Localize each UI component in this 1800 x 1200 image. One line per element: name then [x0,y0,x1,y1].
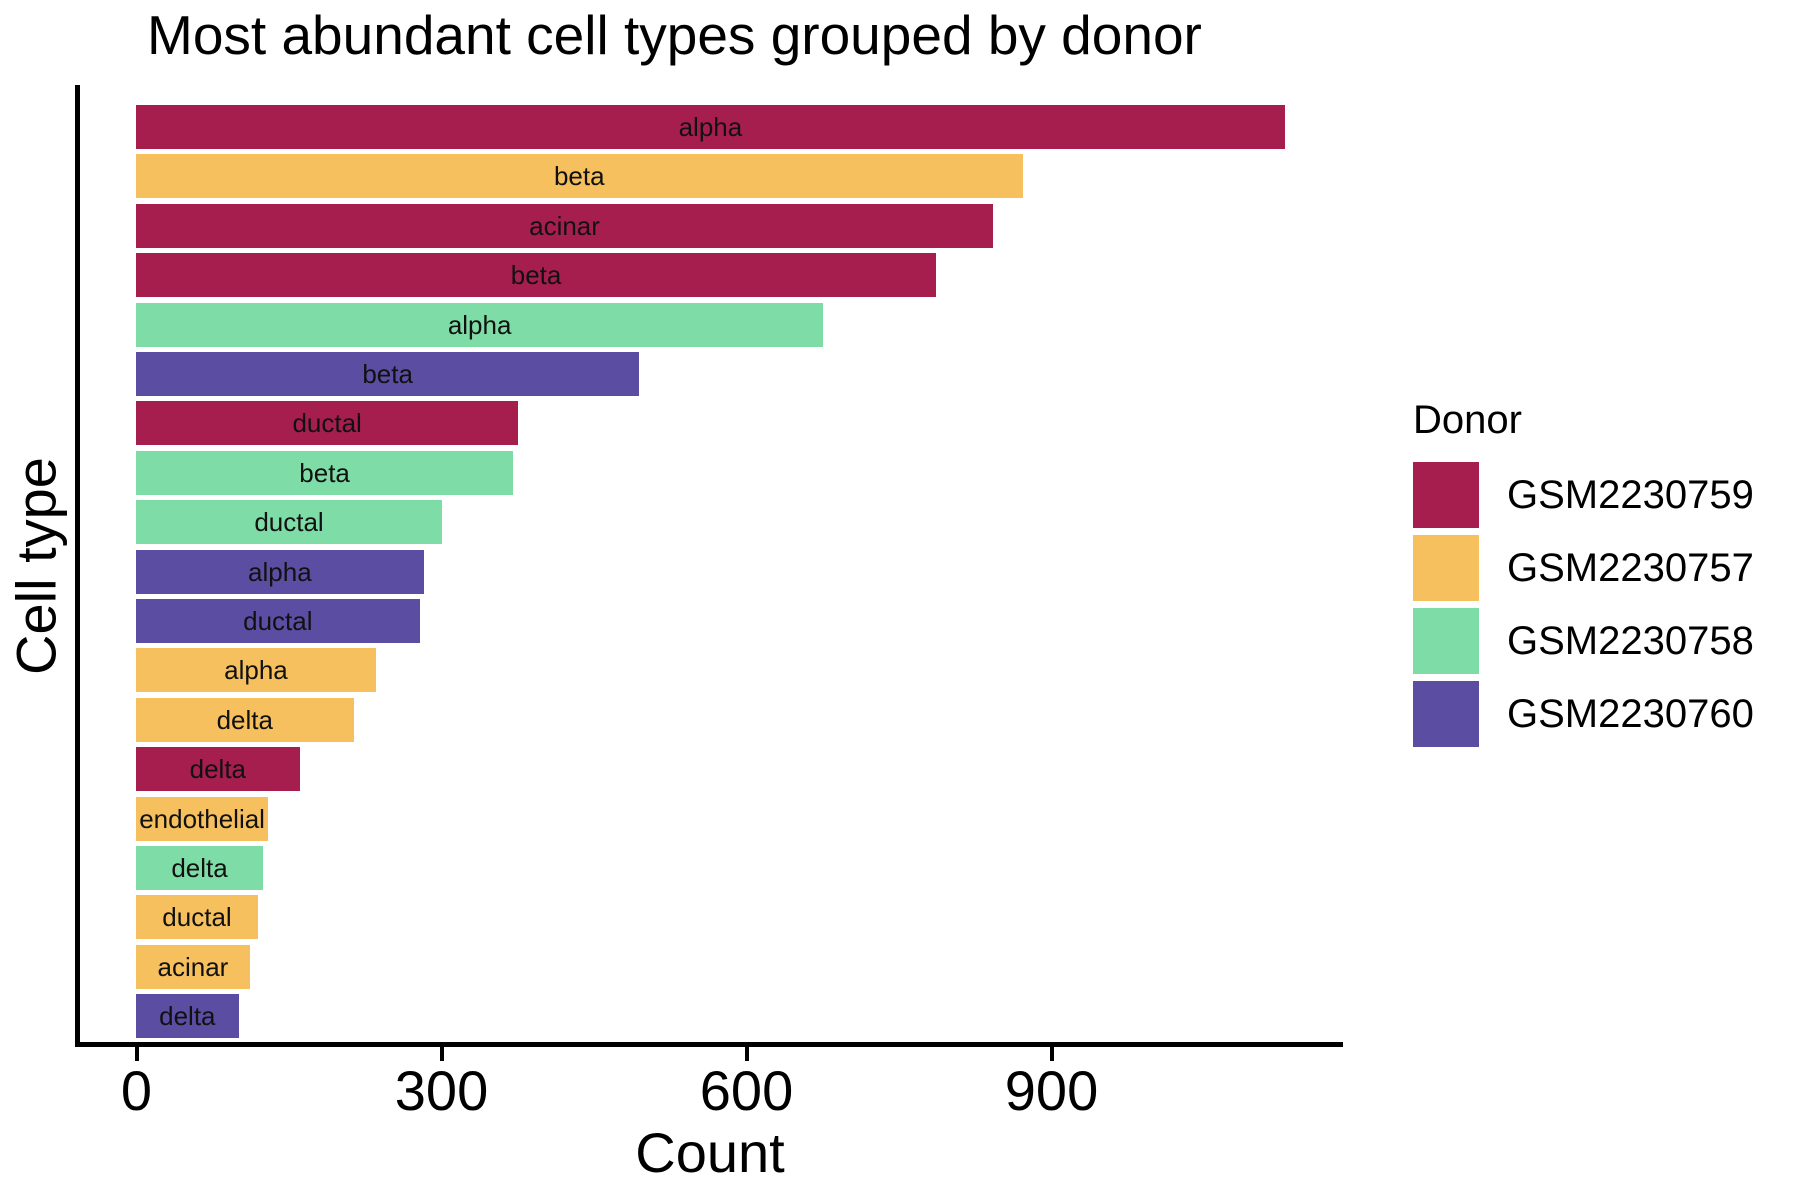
legend-label: GSM2230757 [1507,545,1754,590]
bar-alpha-GSM2230757: alpha [136,648,376,693]
bar-ductal-GSM2230757: ductal [136,895,258,940]
y-axis-line [75,85,80,1047]
bar-label: beta [553,161,605,192]
bar-alpha-GSM2230759: alpha [136,105,1285,149]
bar-label: delta [171,853,228,883]
x-tick-mark [744,1047,749,1061]
bar-delta-GSM2230759: delta [136,747,300,792]
bar-ductal-GSM2230760: ductal [136,599,420,643]
bar-label: ductal [243,606,313,636]
legend-items: GSM2230759 GSM2230757 GSM2230758 GSM2230760 [1413,462,1773,747]
bar-label: endothelial [139,803,265,834]
bar-delta-GSM2230760: delta [136,994,239,1039]
legend-swatch-GSM2230759 [1413,462,1479,528]
x-tick-label: 300 [394,1059,489,1122]
x-tick-mark [439,1047,444,1061]
bar-label: delta [189,754,247,785]
x-tick-mark [134,1047,139,1061]
bar-beta-GSM2230759: beta [136,253,937,298]
x-axis-label: Count [635,1121,785,1184]
legend-item-GSM2230757: GSM2230757 [1413,535,1773,601]
bar-alpha-GSM2230760: alpha [136,549,424,594]
bar-label: beta [362,359,413,389]
bar-label: alpha [224,655,288,686]
bar-label: alpha [447,309,512,340]
bar-label: delta [159,1001,216,1032]
legend: Donor GSM2230759 GSM2230757 GSM2230758 GSM2… [1413,398,1773,754]
x-tick-label: 900 [1004,1059,1099,1122]
bar-beta-GSM2230758: beta [136,450,514,495]
legend-swatch-GSM2230760 [1413,681,1479,747]
bar-delta-GSM2230757: delta [136,697,354,742]
bar-ductal-GSM2230758: ductal [136,500,443,545]
bar-label: alpha [248,556,312,587]
bar-label: beta [510,260,562,291]
legend-item-GSM2230758: GSM2230758 [1413,608,1773,674]
bar-label: beta [299,457,350,488]
x-tick-label: 0 [120,1059,153,1122]
bar-label: delta [216,704,273,735]
bar-alpha-GSM2230758: alpha [136,302,824,347]
legend-item-GSM2230759: GSM2230759 [1413,462,1773,528]
chart-title: Most abundant cell types grouped by dono… [147,4,1202,66]
legend-label: GSM2230758 [1507,618,1754,663]
bar-label: ductal [254,507,324,538]
bar-label: acinar [157,951,229,982]
legend-item-GSM2230760: GSM2230760 [1413,681,1773,747]
bar-label: ductal [292,408,362,439]
bar-acinar-GSM2230757: acinar [136,944,250,989]
x-tick-label: 600 [699,1059,794,1122]
bar-beta-GSM2230757: beta [136,154,1023,199]
bar-label: alpha [678,112,743,142]
bar-label: ductal [162,902,232,933]
bar-acinar-GSM2230759: acinar [136,203,994,248]
y-axis-label: Cell type [4,457,68,675]
bar-endothelial-GSM2230757: endothelial [136,796,269,841]
bar-delta-GSM2230758: delta [136,846,264,890]
bar-label: acinar [529,210,600,241]
bar-ductal-GSM2230759: ductal [136,401,519,446]
x-axis-line [75,1042,1343,1047]
legend-title: Donor [1413,398,1522,442]
legend-swatch-GSM2230758 [1413,608,1479,674]
legend-label: GSM2230759 [1507,472,1754,517]
legend-swatch-GSM2230757 [1413,535,1479,601]
bar-beta-GSM2230760: beta [136,352,640,396]
legend-label: GSM2230760 [1507,691,1754,736]
x-tick-mark [1049,1047,1054,1061]
